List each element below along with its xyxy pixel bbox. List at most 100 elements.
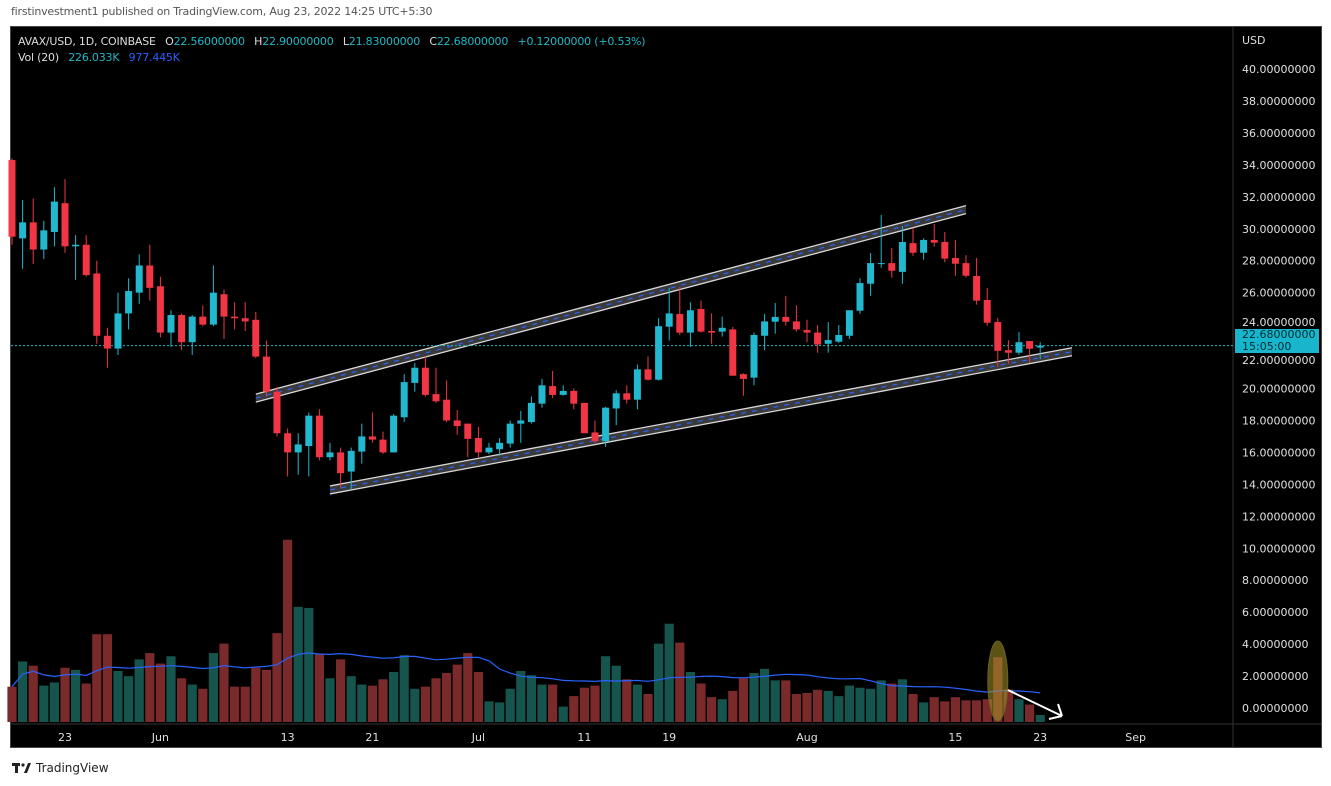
- candle-body: [167, 315, 175, 333]
- candle-body: [315, 415, 323, 458]
- price-tick-label: 18.00000000: [1242, 414, 1315, 427]
- price-tick-label: 38.00000000: [1242, 95, 1315, 108]
- candle-body: [951, 257, 959, 264]
- candle-body: [867, 263, 875, 284]
- volume-bar: [187, 684, 197, 722]
- chart-legend: AVAX/USD, 1D, COINBASE O22.56000000 H22.…: [18, 34, 646, 66]
- channel-edge-line: [255, 204, 967, 395]
- volume-bar: [675, 642, 685, 722]
- candle: [814, 325, 822, 353]
- open-label: O: [165, 35, 174, 48]
- volume-bar: [124, 676, 134, 722]
- candle: [877, 215, 885, 268]
- candle-body: [824, 340, 832, 344]
- candle: [623, 385, 631, 404]
- candle-body: [284, 433, 292, 453]
- candle: [951, 239, 959, 276]
- candle-body: [570, 390, 578, 404]
- axes: 40.00000000 38.00000000 36.00000000 34.0000…: [58, 63, 1315, 744]
- volume-bar: [230, 686, 240, 722]
- candle: [231, 302, 239, 330]
- candle-body: [782, 316, 790, 322]
- candle-body: [262, 356, 270, 392]
- candle-body: [199, 316, 207, 325]
- volume-bar: [442, 673, 452, 722]
- channel-edge-line: [255, 212, 967, 403]
- volume-bar: [516, 670, 526, 722]
- volume-bar: [198, 688, 208, 722]
- candle-body: [485, 447, 493, 453]
- volume-bar: [866, 688, 876, 722]
- price-tick-label: 34.00000000: [1242, 159, 1315, 172]
- volume-bar: [49, 682, 59, 722]
- volume-bar: [622, 679, 632, 722]
- volume-bar: [579, 687, 589, 722]
- candle-body: [421, 367, 429, 395]
- candle: [729, 326, 737, 376]
- time-tick-label: 21: [365, 731, 379, 744]
- candle-body: [994, 322, 1002, 351]
- candle: [792, 305, 800, 332]
- candle: [82, 235, 90, 277]
- candle: [146, 244, 154, 301]
- candle-body: [400, 382, 408, 418]
- candle: [708, 313, 716, 344]
- candle: [379, 431, 387, 454]
- candle-body: [61, 203, 69, 247]
- candle: [644, 356, 652, 381]
- ohlc-legend: AVAX/USD, 1D, COINBASE O22.56000000 H22.…: [18, 34, 646, 50]
- candle-body: [368, 436, 376, 440]
- candle-body: [135, 265, 143, 293]
- volume-bar: [770, 680, 780, 722]
- candle: [856, 278, 864, 314]
- channel-edge-line: [329, 355, 1073, 495]
- volume-bar: [844, 685, 854, 722]
- candle: [156, 276, 164, 338]
- volume-bar: [71, 669, 81, 722]
- candle-body: [845, 310, 853, 336]
- candle-body: [305, 415, 313, 447]
- volume-bar: [219, 643, 229, 722]
- high-label: H: [254, 35, 263, 48]
- candle-body: [708, 330, 716, 333]
- volume-bar: [484, 701, 494, 722]
- candle: [443, 380, 451, 423]
- candles: [8, 158, 1044, 490]
- volume-bar: [972, 700, 982, 722]
- candle-body: [29, 222, 37, 250]
- candle-body: [178, 315, 186, 343]
- candle: [347, 447, 355, 490]
- price-tick-label: 20.00000000: [1242, 383, 1315, 396]
- volume-label[interactable]: Vol (20): [18, 51, 59, 64]
- candle-body: [761, 321, 769, 336]
- time-tick-label: 13: [281, 731, 295, 744]
- symbol-label[interactable]: AVAX/USD, 1D, COINBASE: [18, 35, 156, 48]
- candle-body: [517, 420, 525, 424]
- candle: [739, 373, 747, 396]
- close-label: C: [429, 35, 437, 48]
- volume-bar: [495, 702, 505, 722]
- candle-body: [549, 386, 557, 395]
- publisher-line: firstinvestment1 published on TradingVie…: [11, 5, 433, 18]
- tradingview-logo[interactable]: TradingView: [12, 761, 109, 775]
- candle: [867, 253, 875, 296]
- candle-body: [835, 334, 843, 342]
- last-price-label: 22.68000000 15:05:00: [1235, 329, 1319, 353]
- candle: [368, 412, 376, 443]
- candle: [273, 386, 281, 437]
- time-tick-label: Sep: [1125, 731, 1146, 744]
- candle: [803, 319, 811, 343]
- volume-bar: [738, 678, 748, 722]
- volume-ma-line: [11, 652, 1041, 694]
- volume-bar: [834, 696, 844, 722]
- candle-body: [973, 276, 981, 301]
- volume-bar: [982, 699, 992, 722]
- candle-body: [273, 391, 281, 434]
- candle: [61, 179, 69, 253]
- candle-body: [814, 332, 822, 345]
- candle-body: [580, 402, 588, 434]
- volume-ma-value: 977.445K: [128, 51, 180, 64]
- volume-bar: [378, 679, 388, 722]
- candle: [994, 318, 1002, 367]
